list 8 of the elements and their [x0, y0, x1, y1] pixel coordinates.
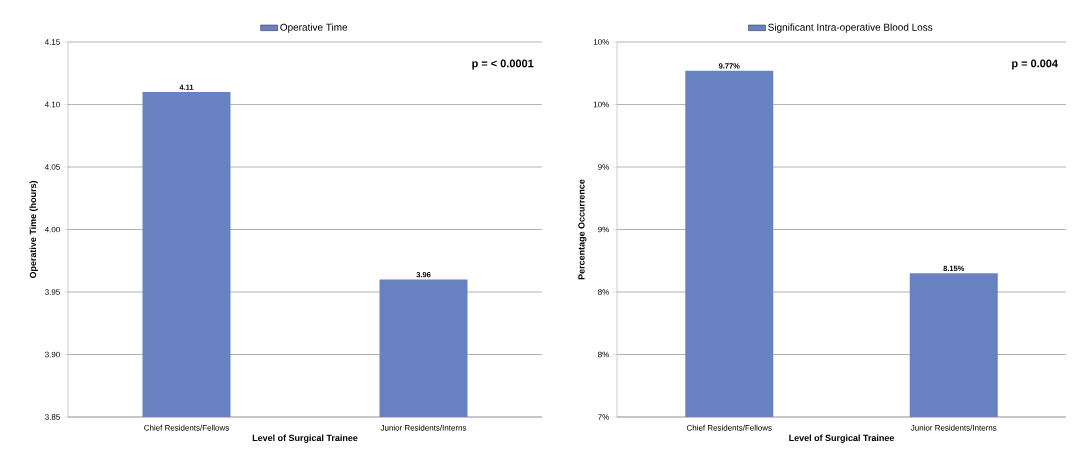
legend-label: Operative Time	[280, 23, 348, 33]
y-axis-title: Operative Time (hours)	[29, 180, 38, 279]
x-axis-title: Level of Surgical Trainee	[789, 434, 895, 443]
x-axis-title: Level of Surgical Trainee	[252, 434, 358, 443]
annotation: p = 0.004	[1012, 59, 1058, 70]
y-axis-title: Percentage Occurrence	[578, 179, 587, 280]
legend-label: Significant Intra-operative Blood Loss	[768, 23, 933, 33]
annotation: p = < 0.0001	[472, 59, 534, 70]
